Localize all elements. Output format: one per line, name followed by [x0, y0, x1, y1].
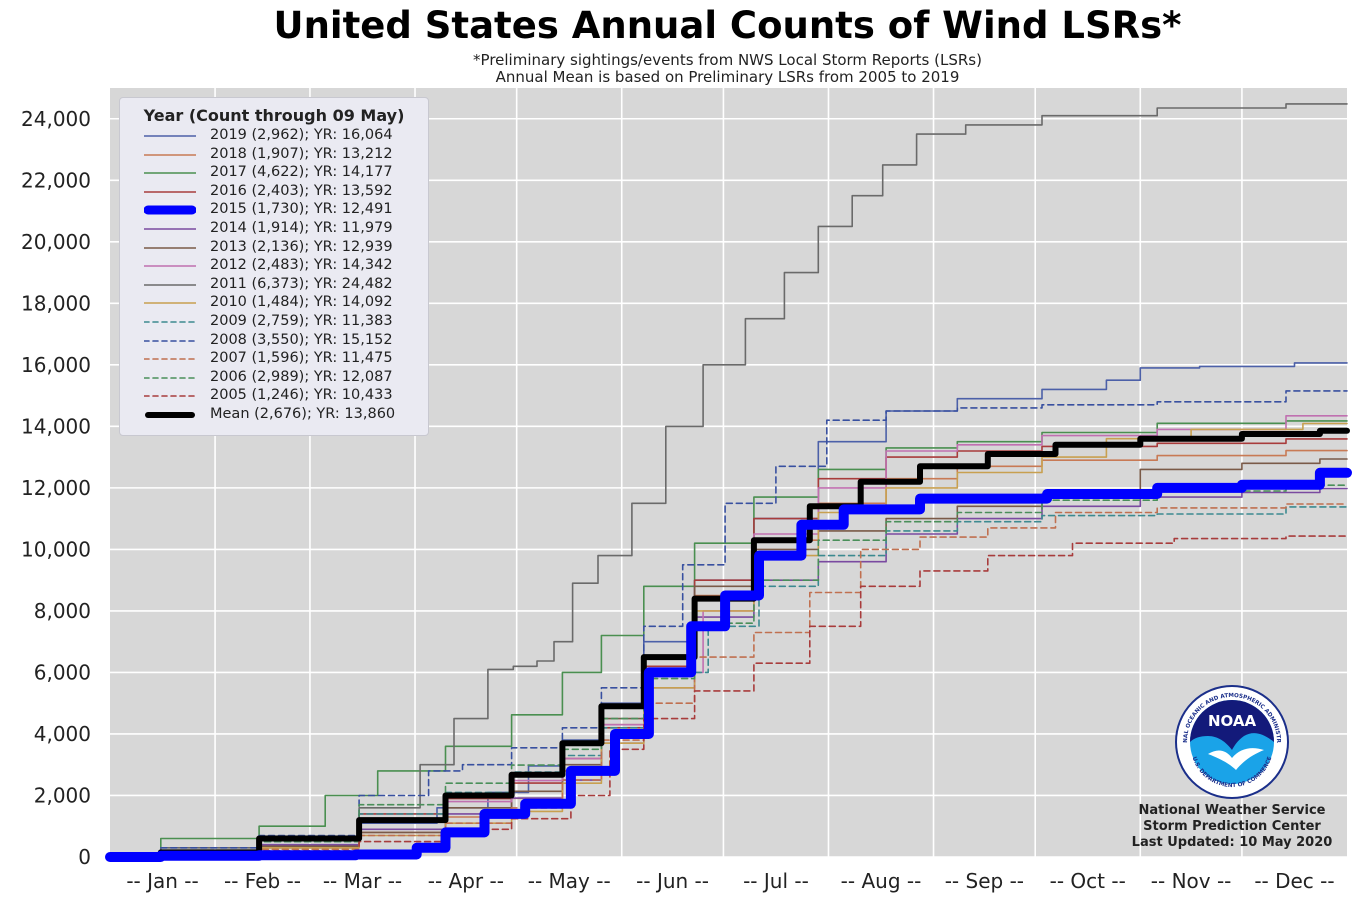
legend-label: 2014 (1,914); YR: 11,979 — [210, 220, 393, 236]
x-tick-label: -- May -- — [528, 869, 611, 893]
y-tick-label: 22,000 — [21, 168, 91, 192]
legend-item: 2013 (2,136); YR: 12,939 — [120, 239, 428, 258]
legend-item: 2008 (3,550); YR: 15,152 — [120, 332, 428, 351]
credit-line-agency: National Weather Service — [1138, 803, 1326, 818]
legend-item: 2015 (1,730); YR: 12,491 — [120, 201, 428, 220]
x-tick-label: -- Oct -- — [1050, 869, 1126, 893]
legend-swatch — [144, 153, 196, 156]
x-tick-label: -- Jul -- — [743, 869, 809, 893]
legend-item: 2011 (6,373); YR: 24,482 — [120, 276, 428, 295]
legend-label: Mean (2,676); YR: 13,860 — [210, 406, 396, 422]
legend-item: 2009 (2,759); YR: 11,383 — [120, 313, 428, 332]
credit-line-updated: Last Updated: 10 May 2020 — [1131, 835, 1333, 850]
legend: Year (Count through 09 May) 2019 (2,962)… — [119, 97, 429, 436]
y-tick-label: 16,000 — [21, 353, 91, 377]
legend-label: 2017 (4,622); YR: 14,177 — [210, 164, 393, 181]
legend-label: 2018 (1,907); YR: 13,212 — [210, 145, 393, 162]
legend-swatch — [144, 358, 196, 360]
x-tick-label: -- Sep -- — [945, 869, 1024, 893]
legend-item: 2006 (2,989); YR: 12,087 — [120, 369, 428, 388]
legend-item: 2005 (1,246); YR: 10,433 — [120, 387, 428, 406]
y-tick-label: 14,000 — [21, 414, 91, 438]
y-tick-label: 18,000 — [21, 291, 91, 315]
series-line — [109, 535, 1348, 858]
legend-item: 2016 (2,403); YR: 13,592 — [120, 183, 428, 202]
credits: National Weather Service Storm Predictio… — [1114, 803, 1350, 851]
x-tick-label: -- Jan -- — [126, 869, 198, 893]
legend-item: 2007 (1,596); YR: 11,475 — [120, 350, 428, 369]
series-line — [109, 103, 1348, 858]
y-tick-label: 10,000 — [21, 537, 91, 561]
legend-label: 2010 (1,484); YR: 14,092 — [210, 294, 393, 311]
series-line — [109, 420, 1348, 858]
series-layer — [105, 103, 1352, 862]
legend-label: 2007 (1,596); YR: 11,475 — [210, 350, 393, 367]
legend-label: 2015 (1,730); YR: 12,491 — [210, 201, 393, 218]
series-line — [105, 467, 1352, 862]
x-tick-label: -- Aug -- — [841, 869, 922, 893]
legend-title: Year (Count through 09 May) — [143, 106, 405, 125]
x-tick-label: -- Apr -- — [428, 869, 504, 893]
legend-item: 2012 (2,483); YR: 14,342 — [120, 257, 428, 276]
legend-label: 2016 (2,403); YR: 13,592 — [210, 182, 393, 199]
y-tick-label: 8,000 — [34, 599, 91, 623]
x-tick-label: -- Jun -- — [636, 869, 709, 893]
legend-item: Mean (2,676); YR: 13,860 — [120, 406, 428, 425]
legend-label: 2012 (2,483); YR: 14,342 — [210, 257, 393, 274]
legend-label: 2006 (2,989); YR: 12,087 — [210, 368, 393, 385]
legend-swatch — [145, 412, 195, 418]
legend-swatch — [144, 302, 196, 305]
legend-item: 2018 (1,907); YR: 13,212 — [120, 146, 428, 165]
legend-swatch — [144, 135, 196, 137]
series-line — [109, 390, 1348, 858]
legend-swatch — [144, 190, 196, 193]
legend-label: 2005 (1,246); YR: 10,433 — [210, 387, 393, 404]
legend-label: 2019 (2,962); YR: 16,064 — [210, 127, 393, 143]
y-tick-label: 2,000 — [34, 783, 91, 807]
legend-item: 2017 (4,622); YR: 14,177 — [120, 164, 428, 183]
y-axis-tick-labels: 0 2,000 4,000 6,000 8,000 10,000 12,000 14,000 1… — [21, 107, 91, 869]
legend-swatch — [144, 246, 196, 249]
x-tick-label: -- Dec -- — [1254, 869, 1334, 893]
y-tick-label: 4,000 — [34, 722, 91, 746]
legend-swatch — [144, 228, 196, 230]
chart-subtitle-line-2: Annual Mean is based on Preliminary LSRs… — [495, 68, 960, 86]
legend-label: 2013 (2,136); YR: 12,939 — [210, 238, 393, 255]
y-tick-label: 20,000 — [21, 230, 91, 254]
legend-swatch — [144, 283, 196, 286]
logo-wordmark: NOAA — [1208, 712, 1257, 730]
x-tick-label: -- Mar -- — [323, 869, 402, 893]
legend-swatch — [144, 265, 196, 267]
legend-swatch — [144, 395, 196, 398]
legend-item: 2010 (1,484); YR: 14,092 — [120, 294, 428, 313]
series-line — [109, 484, 1348, 858]
noaa-logo: NOAA NATIONAL OCEANIC AND ATMOSPHERIC AD… — [1174, 684, 1289, 799]
chart-subtitle-line-1: *Preliminary sightings/events from NWS L… — [473, 51, 982, 69]
legend-swatch — [144, 205, 196, 215]
chart-title: United States Annual Counts of Wind LSRs… — [273, 4, 1182, 47]
legend-item: 2019 (2,962); YR: 16,064 — [120, 127, 428, 146]
x-axis-tick-labels: -- Jan -- -- Feb -- -- Mar -- -- Apr -- -- M… — [126, 869, 1334, 893]
legend-swatch — [144, 321, 196, 323]
legend-label: 2008 (3,550); YR: 15,152 — [210, 331, 393, 348]
x-tick-label: -- Feb -- — [224, 869, 301, 893]
credit-line-center: Storm Prediction Center — [1143, 819, 1321, 834]
legend-label: 2011 (6,373); YR: 24,482 — [210, 275, 393, 292]
legend-item: 2014 (1,914); YR: 11,979 — [120, 220, 428, 239]
y-tick-label: 6,000 — [34, 660, 91, 684]
y-tick-label: 12,000 — [21, 476, 91, 500]
legend-label: 2009 (2,759); YR: 11,383 — [210, 313, 393, 329]
legend-swatch — [144, 376, 196, 379]
series-line — [109, 503, 1348, 858]
y-tick-label: 24,000 — [21, 107, 91, 131]
legend-swatch — [144, 339, 196, 342]
y-tick-label: 0 — [78, 845, 91, 869]
legend-swatch — [144, 172, 196, 174]
x-tick-label: -- Nov -- — [1151, 869, 1232, 893]
